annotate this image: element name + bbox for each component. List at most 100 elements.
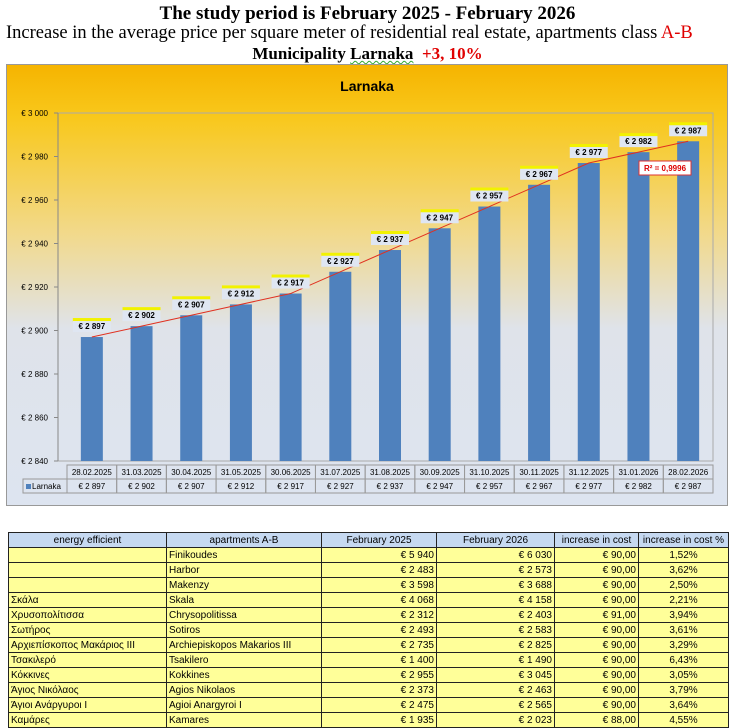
r2-box bbox=[638, 160, 692, 176]
table-cell: increase in cost % bbox=[638, 532, 729, 548]
data-label-highlight bbox=[420, 209, 459, 214]
table-row: Finikoudes € 5 940 € 6 030 € 90,00 1,52% bbox=[8, 547, 729, 563]
table-cell: 6,43% bbox=[638, 652, 729, 668]
table-cell: € 2 735 bbox=[321, 637, 437, 653]
table-cell: 1,52% bbox=[638, 547, 729, 563]
table-cell: 3,62% bbox=[638, 562, 729, 578]
table-cell: € 3 598 bbox=[321, 577, 437, 593]
table-cell: Skala bbox=[166, 592, 322, 608]
data-label-highlight bbox=[371, 231, 409, 236]
table-cell: Harbor bbox=[166, 562, 322, 578]
table-cell: Agioi Anargyroi I bbox=[166, 697, 322, 713]
table-cell: 3,64% bbox=[638, 697, 729, 713]
table-cell: Archiepiskopos Makarios III bbox=[166, 637, 322, 653]
data-label-bg bbox=[72, 321, 111, 333]
table-cell: € 90,00 bbox=[554, 697, 639, 713]
table-row: Σωτήρος Sotiros € 2 493 € 2 583 € 90,00 3,61% bbox=[8, 622, 729, 638]
data-label-highlight bbox=[221, 285, 260, 290]
table-row: Κόκκινες Kokkines € 2 955 € 3 045 € 90,00 3,0… bbox=[8, 667, 729, 683]
data-label: € 2 967 bbox=[526, 170, 553, 179]
table-cell: 3,79% bbox=[638, 682, 729, 698]
table-cell: 2,21% bbox=[638, 592, 729, 608]
bar bbox=[478, 206, 501, 461]
table-cell: February 2025 bbox=[321, 532, 437, 548]
table-cell: € 2 955 bbox=[321, 667, 437, 683]
table-cell: € 2 825 bbox=[436, 637, 555, 653]
data-label-highlight bbox=[520, 165, 559, 170]
x-category-label: 30.06.2025 bbox=[271, 468, 312, 477]
table-cell: € 5 940 bbox=[321, 547, 437, 563]
table-cell: 2,50% bbox=[638, 577, 729, 593]
y-tick-label: € 2 940 bbox=[21, 240, 48, 249]
table-cell: € 1 935 bbox=[321, 712, 437, 728]
table-cell: energy efficient bbox=[8, 532, 167, 548]
table-cell: € 90,00 bbox=[554, 637, 639, 653]
x-category-label: 31.12.2025 bbox=[569, 468, 610, 477]
chart-svg: Larnaka € 2 840 € 2 860 € 2 880 € 2 900 € 2 … bbox=[21, 78, 714, 494]
municipality-change: +3, 10% bbox=[421, 44, 483, 63]
table-cell: Makenzy bbox=[166, 577, 322, 593]
table-value: € 2 907 bbox=[178, 482, 205, 491]
municipality-heading: Municipality Larnaka +3, 10% bbox=[0, 44, 735, 64]
data-label-highlight bbox=[569, 144, 608, 149]
table-cell: € 2 312 bbox=[321, 607, 437, 623]
data-label-highlight bbox=[72, 318, 111, 323]
table-value: € 2 987 bbox=[675, 482, 702, 491]
table-cell: Agios Nikolaos bbox=[166, 682, 322, 698]
table-cell: € 88,00 bbox=[554, 712, 639, 728]
y-tick-label: € 2 920 bbox=[21, 283, 48, 292]
table-value: € 2 982 bbox=[625, 482, 652, 491]
table-row: Makenzy € 3 598 € 3 688 € 90,00 2,50% bbox=[8, 577, 729, 593]
bar bbox=[528, 184, 551, 461]
table-cell: € 91,00 bbox=[554, 607, 639, 623]
table-value: € 2 912 bbox=[228, 482, 255, 491]
price-table: energy efficient apartments A-B February 2… bbox=[8, 532, 729, 728]
table-value: € 2 947 bbox=[426, 482, 453, 491]
price-chart: Larnaka € 2 840 € 2 860 € 2 880 € 2 900 € 2 … bbox=[6, 64, 728, 506]
table-row: Harbor € 2 483 € 2 573 € 90,00 3,62% bbox=[8, 562, 729, 578]
bar bbox=[329, 271, 352, 461]
table-row: Άγιος Νικόλαος Agios Nikolaos € 2 373 € 2 4… bbox=[8, 682, 729, 698]
table-cell: € 90,00 bbox=[554, 667, 639, 683]
table-cell: 4,55% bbox=[638, 712, 729, 728]
table-cell: € 90,00 bbox=[554, 547, 639, 563]
table-cell: € 2 483 bbox=[321, 562, 437, 578]
data-label-bg bbox=[569, 147, 608, 159]
table-value: € 2 897 bbox=[78, 482, 105, 491]
bar bbox=[130, 326, 153, 461]
y-tick-label: € 2 980 bbox=[21, 153, 48, 162]
table-cell: € 4 068 bbox=[321, 592, 437, 608]
table-cell bbox=[662, 478, 714, 494]
data-label-bg bbox=[221, 288, 260, 300]
table-cell: € 2 583 bbox=[436, 622, 555, 638]
x-category-label: 30.09.2025 bbox=[420, 468, 461, 477]
table-cell: 3,05% bbox=[638, 667, 729, 683]
table-cell: € 1 490 bbox=[436, 652, 555, 668]
table-cell: Chrysopolitissa bbox=[166, 607, 322, 623]
bar bbox=[627, 152, 650, 461]
table-row: Καμάρες Kamares € 1 935 € 2 023 € 88,00 4,55% bbox=[8, 712, 729, 728]
bar bbox=[80, 337, 103, 461]
data-label: € 2 957 bbox=[476, 192, 503, 201]
x-category-label: 31.05.2025 bbox=[221, 468, 262, 477]
data-label-bg bbox=[122, 310, 161, 322]
legend-label: Larnaka bbox=[32, 482, 61, 491]
x-category-label: 28.02.2026 bbox=[668, 468, 709, 477]
table-cell: Κόκκινες bbox=[8, 667, 167, 683]
table-cell: Sotiros bbox=[166, 622, 322, 638]
y-tick-label: € 2 880 bbox=[21, 370, 48, 379]
table-value: € 2 917 bbox=[277, 482, 304, 491]
table-cell: Χρυσοπολίτισσα bbox=[8, 607, 167, 623]
subtitle-text: Increase in the average price per square… bbox=[6, 23, 661, 43]
table-cell: € 90,00 bbox=[554, 592, 639, 608]
table-cell: February 2026 bbox=[436, 532, 555, 548]
table-cell: € 2 475 bbox=[321, 697, 437, 713]
bar bbox=[428, 228, 451, 461]
table-value: € 2 937 bbox=[377, 482, 404, 491]
data-label-bg bbox=[321, 255, 360, 267]
table-cell: 3,29% bbox=[638, 637, 729, 653]
data-label-highlight bbox=[619, 133, 658, 138]
table-cell: Kamares bbox=[166, 712, 322, 728]
bar bbox=[180, 315, 203, 461]
table-cell: € 2 023 bbox=[436, 712, 555, 728]
